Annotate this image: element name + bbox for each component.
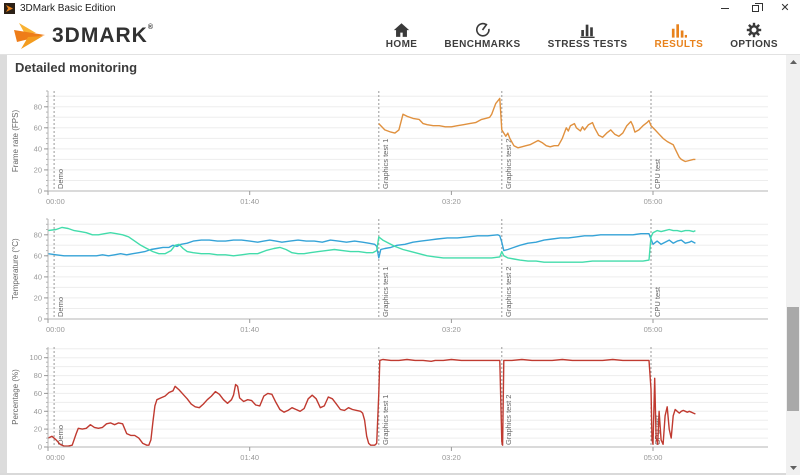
scroll-down-button[interactable] [786,461,800,475]
y-tick-label: 20 [34,425,42,434]
temperature-blue-line [47,233,696,259]
scroll-up-button[interactable] [786,55,800,69]
y-tick-label: 60 [34,251,42,260]
event-label: Demo [56,425,65,445]
nav-item-benchmarks[interactable]: BENCHMARKS [444,22,520,50]
event-label: Demo [56,297,65,317]
x-tick-label: 00:00 [46,325,65,334]
brand-wordmark: 3DMARK® [52,23,155,47]
y-tick-label: 0 [38,443,42,452]
nav-label: RESULTS [654,38,704,50]
main-nav: HOME BENCHMARKS STRESS TESTS RESULTS [386,22,778,50]
nav-label: BENCHMARKS [444,38,521,50]
home-icon [393,22,410,38]
x-tick-label: 00:00 [46,197,65,206]
y-tick-label: 0 [38,315,42,324]
left-edge-strip [0,55,7,475]
event-label: Graphics test 1 [381,139,390,189]
nav-label: STRESS TESTS [547,38,628,50]
bar-chart-icon [579,22,596,38]
arrow-up-icon [789,60,797,64]
y-axis-label: Percentage (%) [11,369,20,425]
x-tick-label: 01:40 [240,453,259,462]
nav-item-options[interactable]: OPTIONS [730,22,778,50]
nav-item-results[interactable]: RESULTS [654,22,703,50]
percentage-chart-svg: Demo Graphics test 1 Graphics test 2 CPU te… [11,347,768,462]
event-label: Graphics test 2 [504,267,513,317]
frame-rate-line [378,97,696,163]
y-tick-label: 0 [38,187,42,196]
y-tick-label: 80 [34,230,42,239]
event-label: Graphics test 1 [381,267,390,317]
event-label: Graphics test 1 [381,395,390,445]
minimize-button[interactable] [710,0,740,17]
bottom-edge-strip [0,473,786,475]
maximize-icon [751,3,763,12]
x-tick-label: 03:20 [442,325,461,334]
event-label: Graphics test 2 [504,139,513,189]
y-tick-label: 60 [34,389,42,398]
close-button[interactable]: ✕ [770,0,800,17]
page-title: Detailed monitoring [15,60,138,75]
x-tick-label: 01:40 [240,325,259,334]
y-tick-label: 60 [34,123,42,132]
frame-rate-chart-svg: Demo Graphics test 1 Graphics test 2 CPU te… [11,90,768,206]
x-tick-label: 05:00 [644,453,663,462]
x-tick-label: 03:20 [442,197,461,206]
y-tick-label: 20 [34,293,42,302]
event-label: CPU test [653,414,662,445]
y-axis-label: Frame rate (FPS) [11,110,20,173]
percentage-chart: Demo Graphics test 1 Graphics test 2 CPU te… [8,341,786,469]
temperature-chart-svg: Demo Graphics test 1 Graphics test 2 CPU te… [11,218,768,334]
scrollbar-thumb[interactable] [787,307,799,411]
event-label: CPU test [653,286,662,317]
x-tick-label: 05:00 [644,197,663,206]
y-tick-label: 40 [34,144,42,153]
y-tick-label: 80 [34,371,42,380]
minimize-icon [721,8,729,9]
arrow-down-icon [789,466,797,470]
brand-logo: 3DMARK® [14,22,155,49]
maximize-button[interactable] [740,0,770,17]
x-tick-label: 00:00 [46,453,65,462]
y-tick-label: 100 [29,353,42,362]
nav-bar: 3DMARK® HOME BENCHMARKS STRESS TESTS [0,17,800,55]
nav-item-stress-tests[interactable]: STRESS TESTS [548,22,628,50]
event-label: Demo [56,169,65,189]
frame-rate-chart: Demo Graphics test 1 Graphics test 2 CPU te… [8,85,786,213]
y-tick-label: 80 [34,102,42,111]
gauge-icon [474,22,491,38]
vertical-scrollbar[interactable] [786,55,800,475]
close-icon: ✕ [780,2,790,14]
title-bar: 3DMark Basic Edition ✕ [0,0,800,17]
results-bars-icon [671,22,687,38]
event-label: CPU test [653,158,662,189]
y-tick-label: 40 [34,272,42,281]
nav-item-home[interactable]: HOME [386,22,418,50]
brand-chevron-icon [14,22,45,49]
temperature-chart: Demo Graphics test 1 Graphics test 2 CPU te… [8,213,786,341]
x-tick-label: 05:00 [644,325,663,334]
gear-icon [746,22,762,38]
y-tick-label: 40 [34,407,42,416]
registered-mark: ® [147,23,155,31]
x-tick-label: 01:40 [240,197,259,206]
y-tick-label: 20 [34,165,42,174]
app-icon [4,3,15,14]
temperature-green-line [47,226,696,263]
y-axis-label: Temperature (°C) [11,238,20,300]
percentage-line [47,358,696,447]
nav-label: OPTIONS [730,38,778,50]
window-title: 3DMark Basic Edition [20,3,116,14]
x-tick-label: 03:20 [442,453,461,462]
nav-label: HOME [385,38,418,50]
event-label: Graphics test 2 [504,395,513,445]
